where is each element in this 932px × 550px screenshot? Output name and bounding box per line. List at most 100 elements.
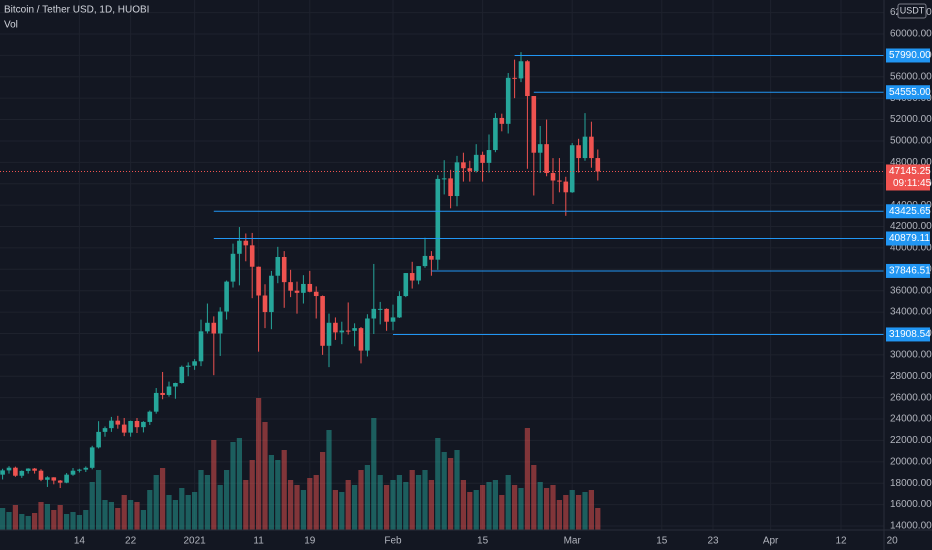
y-tick-label: 28000.00	[890, 371, 932, 382]
volume-pane	[0, 398, 601, 530]
candle-body	[51, 477, 57, 481]
level-label: 40879.11	[889, 233, 930, 244]
candle-body	[224, 281, 229, 312]
volume-bar	[288, 480, 294, 530]
candle-body	[505, 77, 511, 124]
volume-bar	[51, 510, 57, 530]
candle-body	[166, 386, 172, 395]
volume-bar	[435, 438, 441, 530]
volume-bar	[428, 480, 434, 530]
volume-bar	[320, 452, 326, 530]
level-label: 37846.51	[889, 266, 931, 277]
candle-body	[525, 61, 530, 97]
volume-bar	[473, 490, 479, 530]
countdown: 09:11:45	[893, 178, 932, 189]
volume-bar	[377, 475, 383, 530]
candle-body	[416, 266, 421, 281]
volume-bar	[249, 460, 255, 530]
y-tick-label: 24000.00	[890, 414, 932, 425]
y-tick-label: 40000.00	[890, 243, 932, 254]
volume-bar	[313, 475, 319, 530]
volume-title: Vol	[4, 20, 18, 31]
candle-body	[377, 308, 383, 310]
volume-bar	[467, 492, 473, 530]
volume-bar	[108, 502, 114, 530]
volume-bar	[12, 505, 18, 530]
volume-bar	[64, 514, 70, 530]
volume-bar	[166, 495, 172, 530]
y-tick-label: 14000.00	[890, 521, 932, 532]
currency[interactable]: USDT	[900, 5, 925, 15]
volume-bar	[460, 480, 466, 530]
volume-bar	[403, 482, 409, 530]
candle-body	[397, 296, 402, 318]
candle-body	[557, 180, 562, 182]
candle-body	[454, 162, 460, 197]
candle-body	[32, 468, 37, 471]
candle-body	[531, 96, 537, 153]
candle-body	[422, 255, 428, 267]
candle-body	[141, 421, 146, 428]
candle-body	[333, 322, 338, 333]
candle-body	[179, 366, 185, 383]
candle-body	[313, 291, 319, 297]
candle-body	[563, 181, 569, 193]
candle-body	[569, 145, 575, 193]
candle-body	[493, 117, 498, 151]
x-tick-label: 19	[304, 536, 316, 547]
candle-body	[173, 382, 178, 387]
y-tick-label: 36000.00	[890, 285, 932, 296]
volume-bar	[230, 442, 236, 530]
candle-body	[134, 420, 140, 428]
levels	[0, 54, 884, 335]
candle-body	[365, 318, 370, 351]
volume-bar	[121, 495, 127, 530]
volume-bar	[358, 470, 364, 530]
candle-body	[38, 470, 44, 480]
x-tick-label: 11	[253, 536, 264, 547]
volume-bar	[128, 500, 134, 530]
candle-body	[390, 317, 396, 322]
volume-bar	[147, 490, 153, 530]
volume-bar	[96, 470, 102, 530]
level-label-box	[886, 263, 930, 278]
candle-body	[89, 447, 95, 468]
y-tick-label: 16000.00	[890, 499, 932, 510]
candle-body	[345, 330, 351, 332]
candle-body	[403, 273, 409, 297]
candle-body	[6, 467, 12, 471]
candle-body	[211, 322, 217, 334]
candle-body	[384, 308, 389, 322]
volume-bar	[211, 440, 217, 530]
volume-bar	[396, 475, 402, 530]
candle-body	[288, 282, 293, 291]
candle-body	[441, 178, 447, 180]
volume-bar	[454, 450, 460, 530]
candle-body	[230, 253, 236, 282]
volume-bar	[294, 485, 300, 530]
candle-body	[70, 470, 76, 475]
candle-body	[320, 296, 325, 346]
y-tick-label: 56000.00	[890, 71, 932, 82]
volume-bar	[537, 482, 543, 530]
volume-bar	[32, 513, 38, 530]
candle-body	[185, 365, 191, 367]
candle-body	[25, 468, 31, 471]
candle-body	[109, 420, 114, 429]
volume-bar	[422, 470, 428, 530]
volume-bar	[83, 510, 89, 530]
candles	[0, 52, 601, 489]
candle-body	[307, 283, 313, 292]
y-tick-label: 50000.00	[890, 136, 932, 147]
candle-body	[198, 331, 204, 362]
candle-body	[326, 322, 332, 346]
volume-bar	[217, 485, 223, 530]
volume-bar	[160, 468, 166, 530]
candle-body	[243, 240, 249, 246]
currency-box[interactable]	[897, 3, 927, 19]
candle-body	[121, 424, 127, 433]
volume-bar	[198, 470, 204, 530]
volume-bar	[192, 492, 198, 530]
x-tick-label: Feb	[384, 536, 402, 547]
